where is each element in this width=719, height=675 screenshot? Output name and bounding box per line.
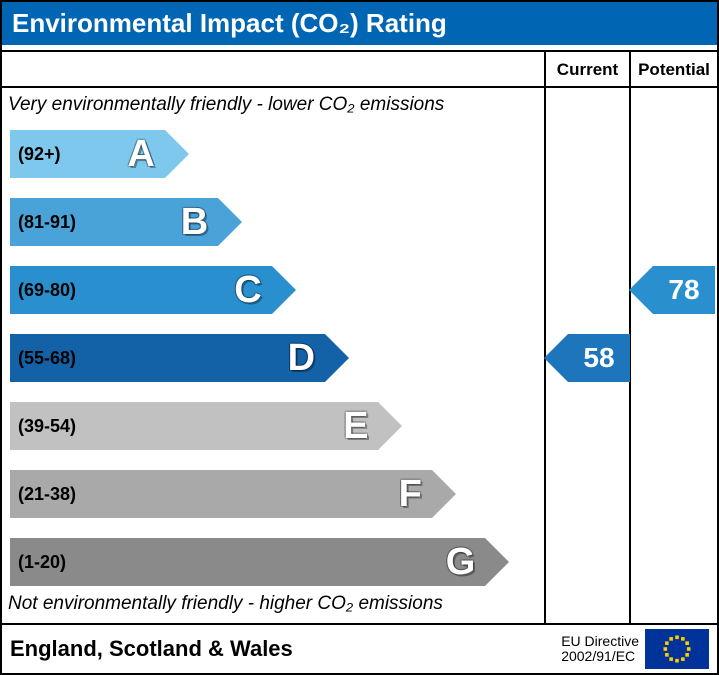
band-row-e: (39-54) E	[10, 396, 544, 456]
band-letter: C	[234, 269, 261, 312]
chart-title: Environmental Impact (CO₂) Rating	[2, 2, 717, 45]
band-letter: G	[446, 541, 476, 584]
band-range: (92+)	[18, 144, 61, 165]
top-caption: Very environmentally friendly - lower CO…	[8, 94, 444, 116]
bottom-caption: Not environmentally friendly - higher CO…	[8, 593, 443, 615]
current-column: Current 58	[546, 52, 631, 623]
potential-column: Potential 78	[631, 52, 717, 623]
band-tip-icon	[325, 334, 349, 382]
flag-star-icon	[669, 657, 673, 661]
band-bar-a: (92+) A	[10, 130, 165, 178]
band-tip-icon	[218, 198, 242, 246]
band-letter: E	[343, 405, 368, 448]
band-row-g: (1-20) G	[10, 532, 544, 592]
current-value-arrow: 58	[568, 334, 630, 382]
band-bar-g: (1-20) G	[10, 538, 485, 586]
flag-star-icon	[687, 647, 691, 651]
flag-star-icon	[681, 657, 685, 661]
band-tip-icon	[272, 266, 296, 314]
band-range: (55-68)	[18, 348, 76, 369]
band-row-b: (81-91) B	[10, 192, 544, 252]
band-row-a: (92+) A	[10, 124, 544, 184]
eu-flag-icon	[645, 629, 709, 669]
band-range: (39-54)	[18, 416, 76, 437]
band-tip-icon	[432, 470, 456, 518]
flag-star-icon	[675, 659, 679, 663]
band-letter: B	[181, 201, 208, 244]
potential-value-arrow: 78	[653, 266, 715, 314]
band-tip-icon	[378, 402, 402, 450]
flag-star-icon	[675, 636, 679, 640]
band-range: (1-20)	[18, 552, 66, 573]
chart-body: Very environmentally friendly - lower CO…	[2, 50, 717, 625]
band-letter: D	[288, 337, 315, 380]
band-letter: F	[399, 473, 422, 516]
footer-directive: EU Directive 2002/91/EC	[561, 634, 639, 665]
epc-eir-chart: Environmental Impact (CO₂) Rating Very e…	[0, 0, 719, 675]
scale-header-blank	[2, 52, 544, 88]
band-row-d: (55-68) D	[10, 328, 544, 388]
band-row-f: (21-38) F	[10, 464, 544, 524]
flag-star-icon	[665, 641, 669, 645]
current-value: 58	[583, 342, 614, 374]
flag-star-icon	[685, 653, 689, 657]
potential-value: 78	[668, 274, 699, 306]
flag-star-icon	[681, 637, 685, 641]
directive-line2: 2002/91/EC	[561, 648, 635, 664]
band-bar-e: (39-54) E	[10, 402, 378, 450]
band-tip-icon	[165, 130, 189, 178]
flag-star-icon	[665, 653, 669, 657]
band-letter: A	[127, 133, 154, 176]
chart-footer: England, Scotland & Wales EU Directive 2…	[2, 625, 717, 673]
flag-star-icon	[664, 647, 668, 651]
footer-region: England, Scotland & Wales	[10, 636, 561, 662]
band-range: (81-91)	[18, 212, 76, 233]
band-range: (21-38)	[18, 484, 76, 505]
directive-line1: EU Directive	[561, 633, 639, 649]
band-bar-c: (69-80) C	[10, 266, 272, 314]
scale-column: Very environmentally friendly - lower CO…	[2, 52, 546, 623]
title-text: Environmental Impact (CO₂) Rating	[12, 8, 447, 38]
current-header: Current	[546, 52, 629, 88]
band-tip-icon	[485, 538, 509, 586]
flag-star-icon	[685, 641, 689, 645]
potential-header: Potential	[631, 52, 717, 88]
band-range: (69-80)	[18, 280, 76, 301]
band-bar-b: (81-91) B	[10, 198, 218, 246]
bands-container: (92+) A (81-91) B (69-80) C (55-68) D (39-54) E (2…	[10, 124, 544, 600]
band-bar-f: (21-38) F	[10, 470, 432, 518]
flag-star-icon	[669, 637, 673, 641]
band-bar-d: (55-68) D	[10, 334, 325, 382]
band-row-c: (69-80) C	[10, 260, 544, 320]
